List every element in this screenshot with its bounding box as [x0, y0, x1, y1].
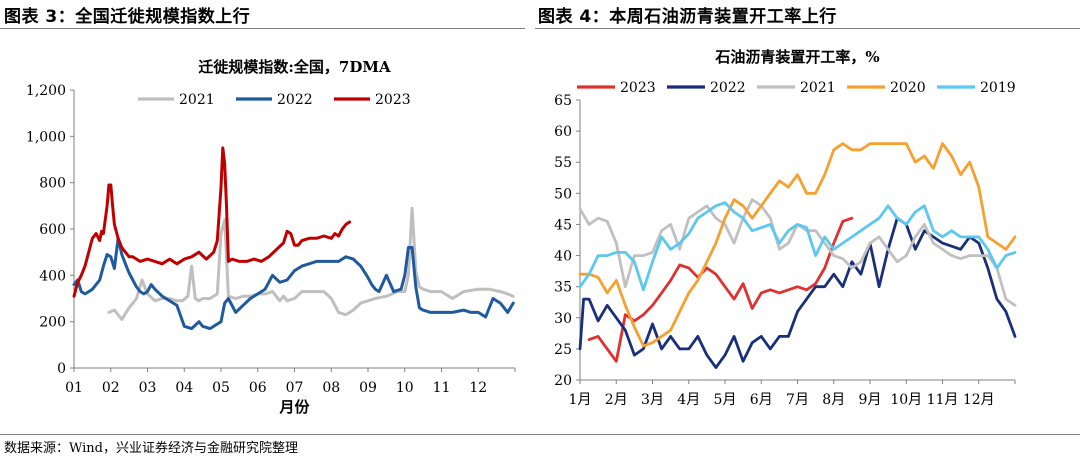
y-tick-label: 55 [554, 155, 572, 171]
x-tick-label: 9月 [859, 392, 882, 408]
x-tick-label: 7月 [786, 392, 809, 408]
legend-label-2022: 2022 [710, 80, 746, 96]
y-tick-label: 20 [554, 373, 572, 389]
y-tick-label: 30 [554, 311, 572, 327]
y-tick-label: 45 [554, 217, 572, 233]
x-tick-label: 10月 [890, 392, 922, 408]
footer-rule [0, 434, 1080, 435]
legend-label-2022: 2022 [277, 92, 313, 108]
y-tick-label: 600 [39, 222, 66, 238]
series-line-2021 [578, 198, 1017, 307]
series-line-2020 [578, 142, 1017, 348]
migration-scale-chart: 迁徙规模指数:全国，7DMA 0 200 400 600 800 1,000 1,200 01 0… [26, 58, 516, 416]
x-tick-label: 1月 [569, 392, 592, 408]
legend-label-2023: 2023 [375, 92, 411, 108]
y-tick-label: 35 [554, 280, 572, 296]
source-note: 数据来源：Wind，兴业证券经济与金融研究院整理 [4, 441, 298, 456]
series-line-2022 [72, 236, 515, 331]
y-tick-label: 1,000 [26, 129, 66, 145]
right-figure-title: 图表 4：本周石油沥青装置开工率上行 [538, 7, 837, 27]
x-tick-label: 12月 [963, 392, 995, 408]
y-tick-label: 800 [39, 176, 66, 192]
x-tick-label: 5月 [714, 392, 737, 408]
y-tick-label: 25 [554, 342, 572, 358]
legend-label-2021: 2021 [179, 92, 215, 108]
chart-title: 迁徙规模指数:全国，7DMA [198, 58, 391, 76]
y-tick-label: 400 [39, 268, 66, 284]
legend: 2023 2022 2021 2020 2019 [577, 80, 1016, 96]
x-tick-label: 4月 [677, 392, 700, 408]
x-tick-label: 11月 [927, 392, 959, 408]
y-tick-label: 200 [39, 315, 66, 331]
y-tick-label: 65 [554, 93, 572, 109]
chart-title: 石油沥青装置开工率，% [714, 48, 879, 66]
y-tick-label: 0 [57, 361, 66, 377]
x-tick-label: 02 [102, 380, 120, 396]
y-tick-label: 50 [554, 186, 572, 202]
asphalt-operating-rate-chart: 石油沥青装置开工率，% 20 25 30 35 40 45 50 55 60 65 1月 2月 3月 4月 5… [554, 48, 1017, 408]
left-figure-title: 图表 3：全国迁徙规模指数上行 [4, 7, 251, 27]
x-tick-label: 2月 [605, 392, 628, 408]
x-tick-label: 8月 [822, 392, 845, 408]
legend-label-2019: 2019 [980, 80, 1016, 96]
x-tick-label: 03 [139, 380, 157, 396]
y-tick-label: 60 [554, 124, 572, 140]
legend-label-2021: 2021 [800, 80, 836, 96]
x-tick-label: 11 [433, 380, 451, 396]
series-line-2019 [578, 201, 1017, 292]
right-title-rule [535, 28, 1080, 29]
series-line-2023 [72, 146, 352, 298]
x-tick-label: 01 [65, 380, 83, 396]
x-axis-title: 月份 [278, 398, 310, 416]
x-tick-label: 09 [359, 380, 377, 396]
series-line-2021 [107, 206, 515, 321]
x-tick-label: 12 [469, 380, 487, 396]
x-tick-label: 04 [175, 380, 193, 396]
left-title-rule [0, 28, 525, 29]
legend-label-2023: 2023 [620, 80, 656, 96]
y-tick-label: 40 [554, 249, 572, 265]
x-tick-label: 6月 [750, 392, 773, 408]
x-tick-label: 07 [286, 380, 304, 396]
x-tick-label: 06 [249, 380, 267, 396]
y-tick-label: 1,200 [26, 83, 66, 99]
legend-label-2020: 2020 [890, 80, 926, 96]
x-tick-label: 10 [396, 380, 414, 396]
x-tick-label: 05 [212, 380, 230, 396]
legend: 2021 2022 2023 [138, 92, 411, 108]
x-tick-label: 08 [322, 380, 340, 396]
x-tick-label: 3月 [641, 392, 664, 408]
